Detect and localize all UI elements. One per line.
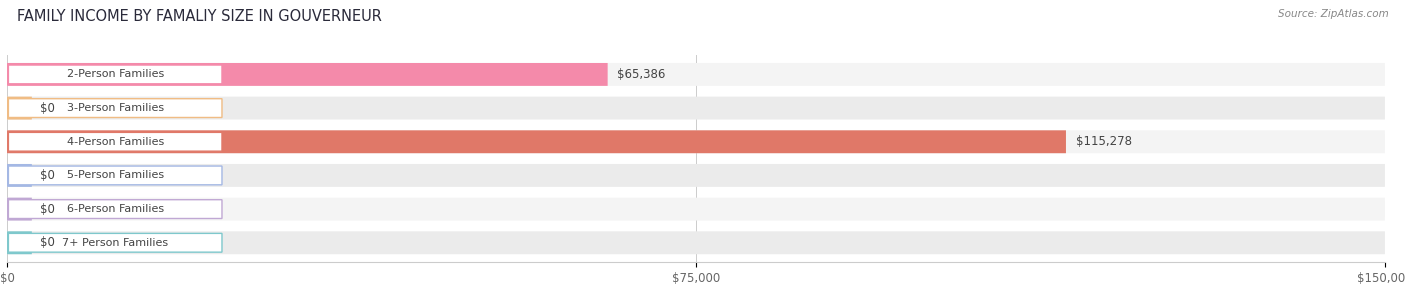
Text: $0: $0 xyxy=(41,102,55,115)
FancyBboxPatch shape xyxy=(7,164,1385,187)
Text: 5-Person Families: 5-Person Families xyxy=(66,170,163,181)
FancyBboxPatch shape xyxy=(7,130,1066,153)
Text: 6-Person Families: 6-Person Families xyxy=(66,204,163,214)
Text: $0: $0 xyxy=(41,169,55,182)
Text: 3-Person Families: 3-Person Families xyxy=(66,103,163,113)
FancyBboxPatch shape xyxy=(8,200,222,218)
FancyBboxPatch shape xyxy=(8,99,222,117)
FancyBboxPatch shape xyxy=(7,130,1385,153)
FancyBboxPatch shape xyxy=(7,198,32,221)
Text: $0: $0 xyxy=(41,203,55,216)
Text: $65,386: $65,386 xyxy=(617,68,665,81)
Text: Source: ZipAtlas.com: Source: ZipAtlas.com xyxy=(1278,9,1389,19)
FancyBboxPatch shape xyxy=(7,97,1385,120)
Text: 4-Person Families: 4-Person Families xyxy=(66,137,165,147)
FancyBboxPatch shape xyxy=(8,233,222,252)
FancyBboxPatch shape xyxy=(7,63,607,86)
FancyBboxPatch shape xyxy=(8,166,222,185)
Text: FAMILY INCOME BY FAMALIY SIZE IN GOUVERNEUR: FAMILY INCOME BY FAMALIY SIZE IN GOUVERN… xyxy=(17,9,382,24)
FancyBboxPatch shape xyxy=(7,231,32,254)
Text: 7+ Person Families: 7+ Person Families xyxy=(62,238,169,248)
FancyBboxPatch shape xyxy=(8,65,222,84)
FancyBboxPatch shape xyxy=(7,63,1385,86)
FancyBboxPatch shape xyxy=(7,164,32,187)
Text: $0: $0 xyxy=(41,236,55,249)
FancyBboxPatch shape xyxy=(7,198,1385,221)
Text: 2-Person Families: 2-Person Families xyxy=(66,70,165,79)
Text: $115,278: $115,278 xyxy=(1076,135,1132,148)
FancyBboxPatch shape xyxy=(8,132,222,151)
FancyBboxPatch shape xyxy=(7,97,32,120)
FancyBboxPatch shape xyxy=(7,231,1385,254)
